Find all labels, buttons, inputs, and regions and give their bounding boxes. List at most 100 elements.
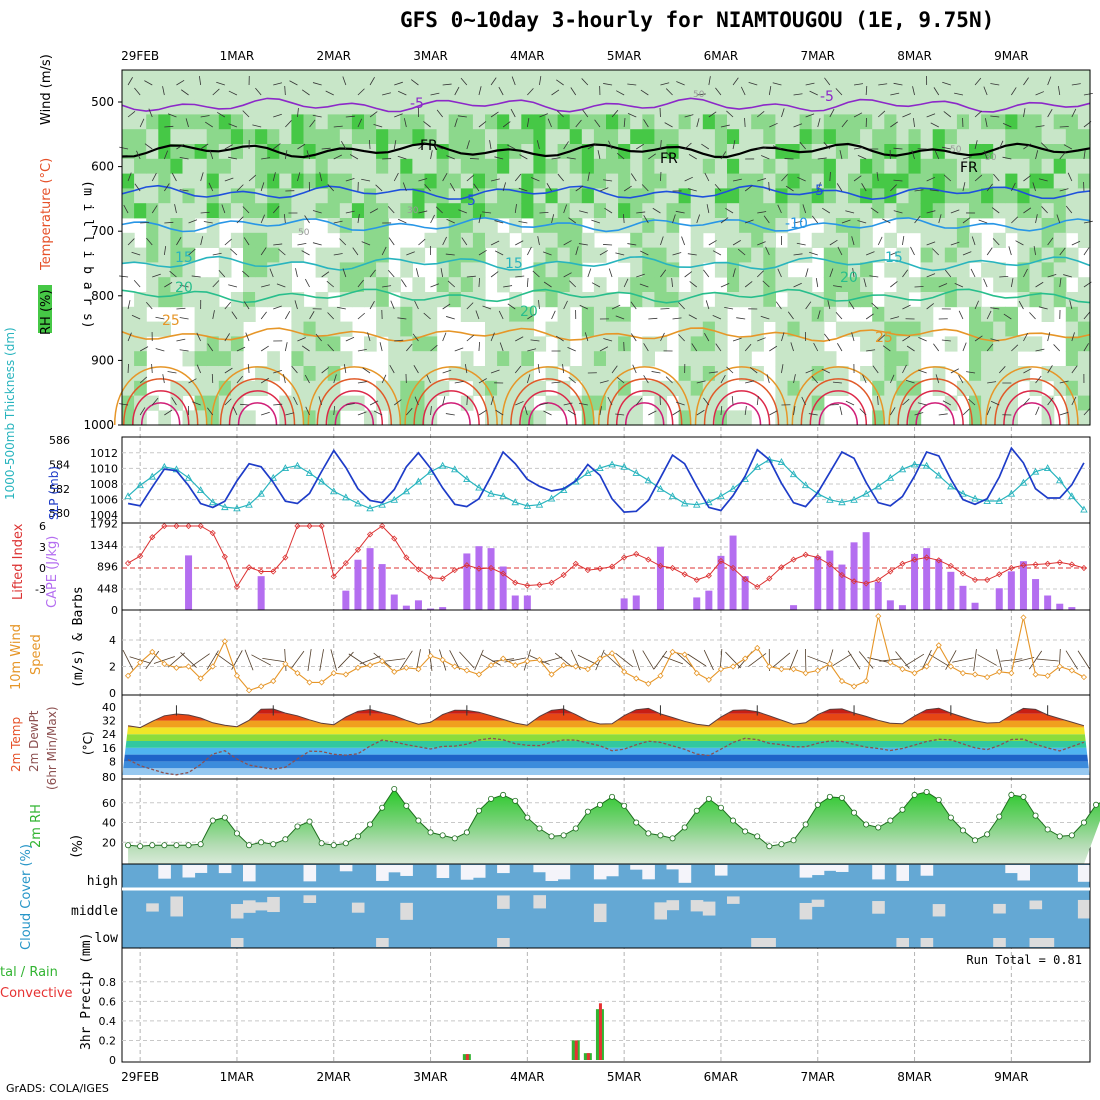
rh-cell: [1005, 321, 1018, 337]
wind-barb: [133, 280, 141, 288]
wind10m-marker: [197, 675, 204, 682]
wind-barb: [815, 278, 819, 288]
rh-cell: [122, 336, 135, 352]
wind-barb: [127, 300, 131, 310]
wind-barb: [691, 343, 698, 352]
rh-cell: [835, 99, 849, 115]
wind-barb: [591, 282, 601, 288]
thickness-marker: [826, 495, 834, 503]
rh-marker: [778, 841, 785, 848]
wind-barb: [775, 301, 782, 310]
cloud-gap-high: [920, 865, 934, 876]
rh-cell: [303, 114, 317, 130]
rh-cell: [146, 99, 159, 115]
rh-cell: [339, 129, 353, 145]
rh-cell: [678, 366, 692, 382]
rh-cell: [690, 203, 704, 219]
wind-barb: [706, 204, 710, 214]
rh-cell: [678, 203, 692, 219]
wind-barb: [415, 268, 419, 278]
rh-cell: [666, 84, 680, 100]
rh-cell: [315, 395, 329, 411]
thickness-marker: [124, 492, 132, 500]
wind-barb: [339, 238, 347, 246]
cloud-gap-high: [896, 865, 909, 881]
wind-barb: [131, 251, 141, 256]
wind-barb: [381, 246, 387, 256]
wind-barb: [869, 275, 879, 278]
x-tick-label-bottom: 3MAR: [413, 1070, 448, 1084]
rh-marker: [282, 836, 289, 843]
cloud-gap-high: [218, 865, 232, 874]
li-marker: [1068, 561, 1075, 568]
rh-cell: [956, 70, 970, 86]
rh-cell: [436, 292, 450, 308]
thickness-marker: [608, 460, 616, 468]
wind-barb: [705, 300, 710, 310]
cape-tick-label: 1792: [90, 517, 118, 530]
rh-cell: [1077, 336, 1091, 352]
contour-label: 25: [875, 330, 893, 346]
rh-cell: [1041, 158, 1055, 174]
rh-cell: [460, 114, 474, 130]
rh-cell: [1005, 188, 1018, 204]
wind-barb: [430, 283, 440, 288]
wind-barb: [983, 86, 988, 96]
wind-barb: [151, 397, 159, 406]
li-marker: [584, 567, 591, 574]
wind-barb: [260, 377, 270, 384]
wind-barb: [781, 364, 784, 374]
wind10m-barb: [977, 654, 997, 666]
wind-barb: [478, 214, 482, 224]
wind-barb: [648, 410, 657, 416]
wind-barb: [660, 82, 670, 86]
li-marker: [512, 579, 519, 586]
warm-contour: [307, 366, 402, 426]
contour-label: -10: [785, 216, 808, 232]
wind10m-barb: [399, 650, 413, 670]
rh-cell: [255, 70, 268, 86]
rh-cell: [714, 366, 728, 382]
temp-tick-label: 16: [102, 742, 116, 755]
wind-barb: [1035, 91, 1045, 96]
rh-cell: [642, 232, 655, 248]
rh-cell: [1005, 84, 1018, 100]
rh-cell: [1041, 188, 1055, 204]
wind-barb: [430, 406, 432, 416]
rh-cell: [351, 292, 365, 308]
wind-barb: [829, 239, 838, 246]
contour-label: 15: [505, 256, 523, 272]
x-tick-label-bottom: 9MAR: [994, 1070, 1029, 1084]
rh-cell: [944, 262, 958, 278]
rh-cell: [388, 203, 401, 219]
li-marker: [850, 578, 858, 585]
rh-cell: [606, 351, 619, 367]
rh-cell: [993, 306, 1006, 322]
wind-barb: [974, 335, 983, 342]
rh-cell: [835, 366, 849, 382]
cape-bar: [257, 576, 265, 610]
rh-cell: [448, 203, 462, 219]
rh-cell: [134, 114, 147, 130]
rh-marker: [536, 825, 543, 832]
wind-barb: [726, 110, 734, 118]
rh-cell: [521, 158, 534, 174]
wind-barb: [546, 183, 552, 192]
rh-cell: [581, 173, 595, 189]
wind-barb: [987, 381, 997, 384]
wind-barb: [454, 347, 464, 352]
thickness-marker: [910, 460, 919, 468]
thickness-marker: [947, 482, 955, 490]
rh-cell: [908, 129, 922, 145]
wind10m-marker: [1056, 663, 1063, 670]
wind-barb: [218, 269, 226, 278]
wind-barb: [1059, 151, 1066, 160]
wind-barb: [568, 377, 577, 384]
rh-cell: [581, 247, 595, 263]
rh-cell: [557, 158, 571, 174]
rh-cell: [146, 292, 159, 308]
wind-barb: [615, 315, 625, 320]
rh-cell: [533, 129, 547, 145]
wind-barb: [260, 247, 267, 256]
rh-cell: [158, 203, 171, 219]
